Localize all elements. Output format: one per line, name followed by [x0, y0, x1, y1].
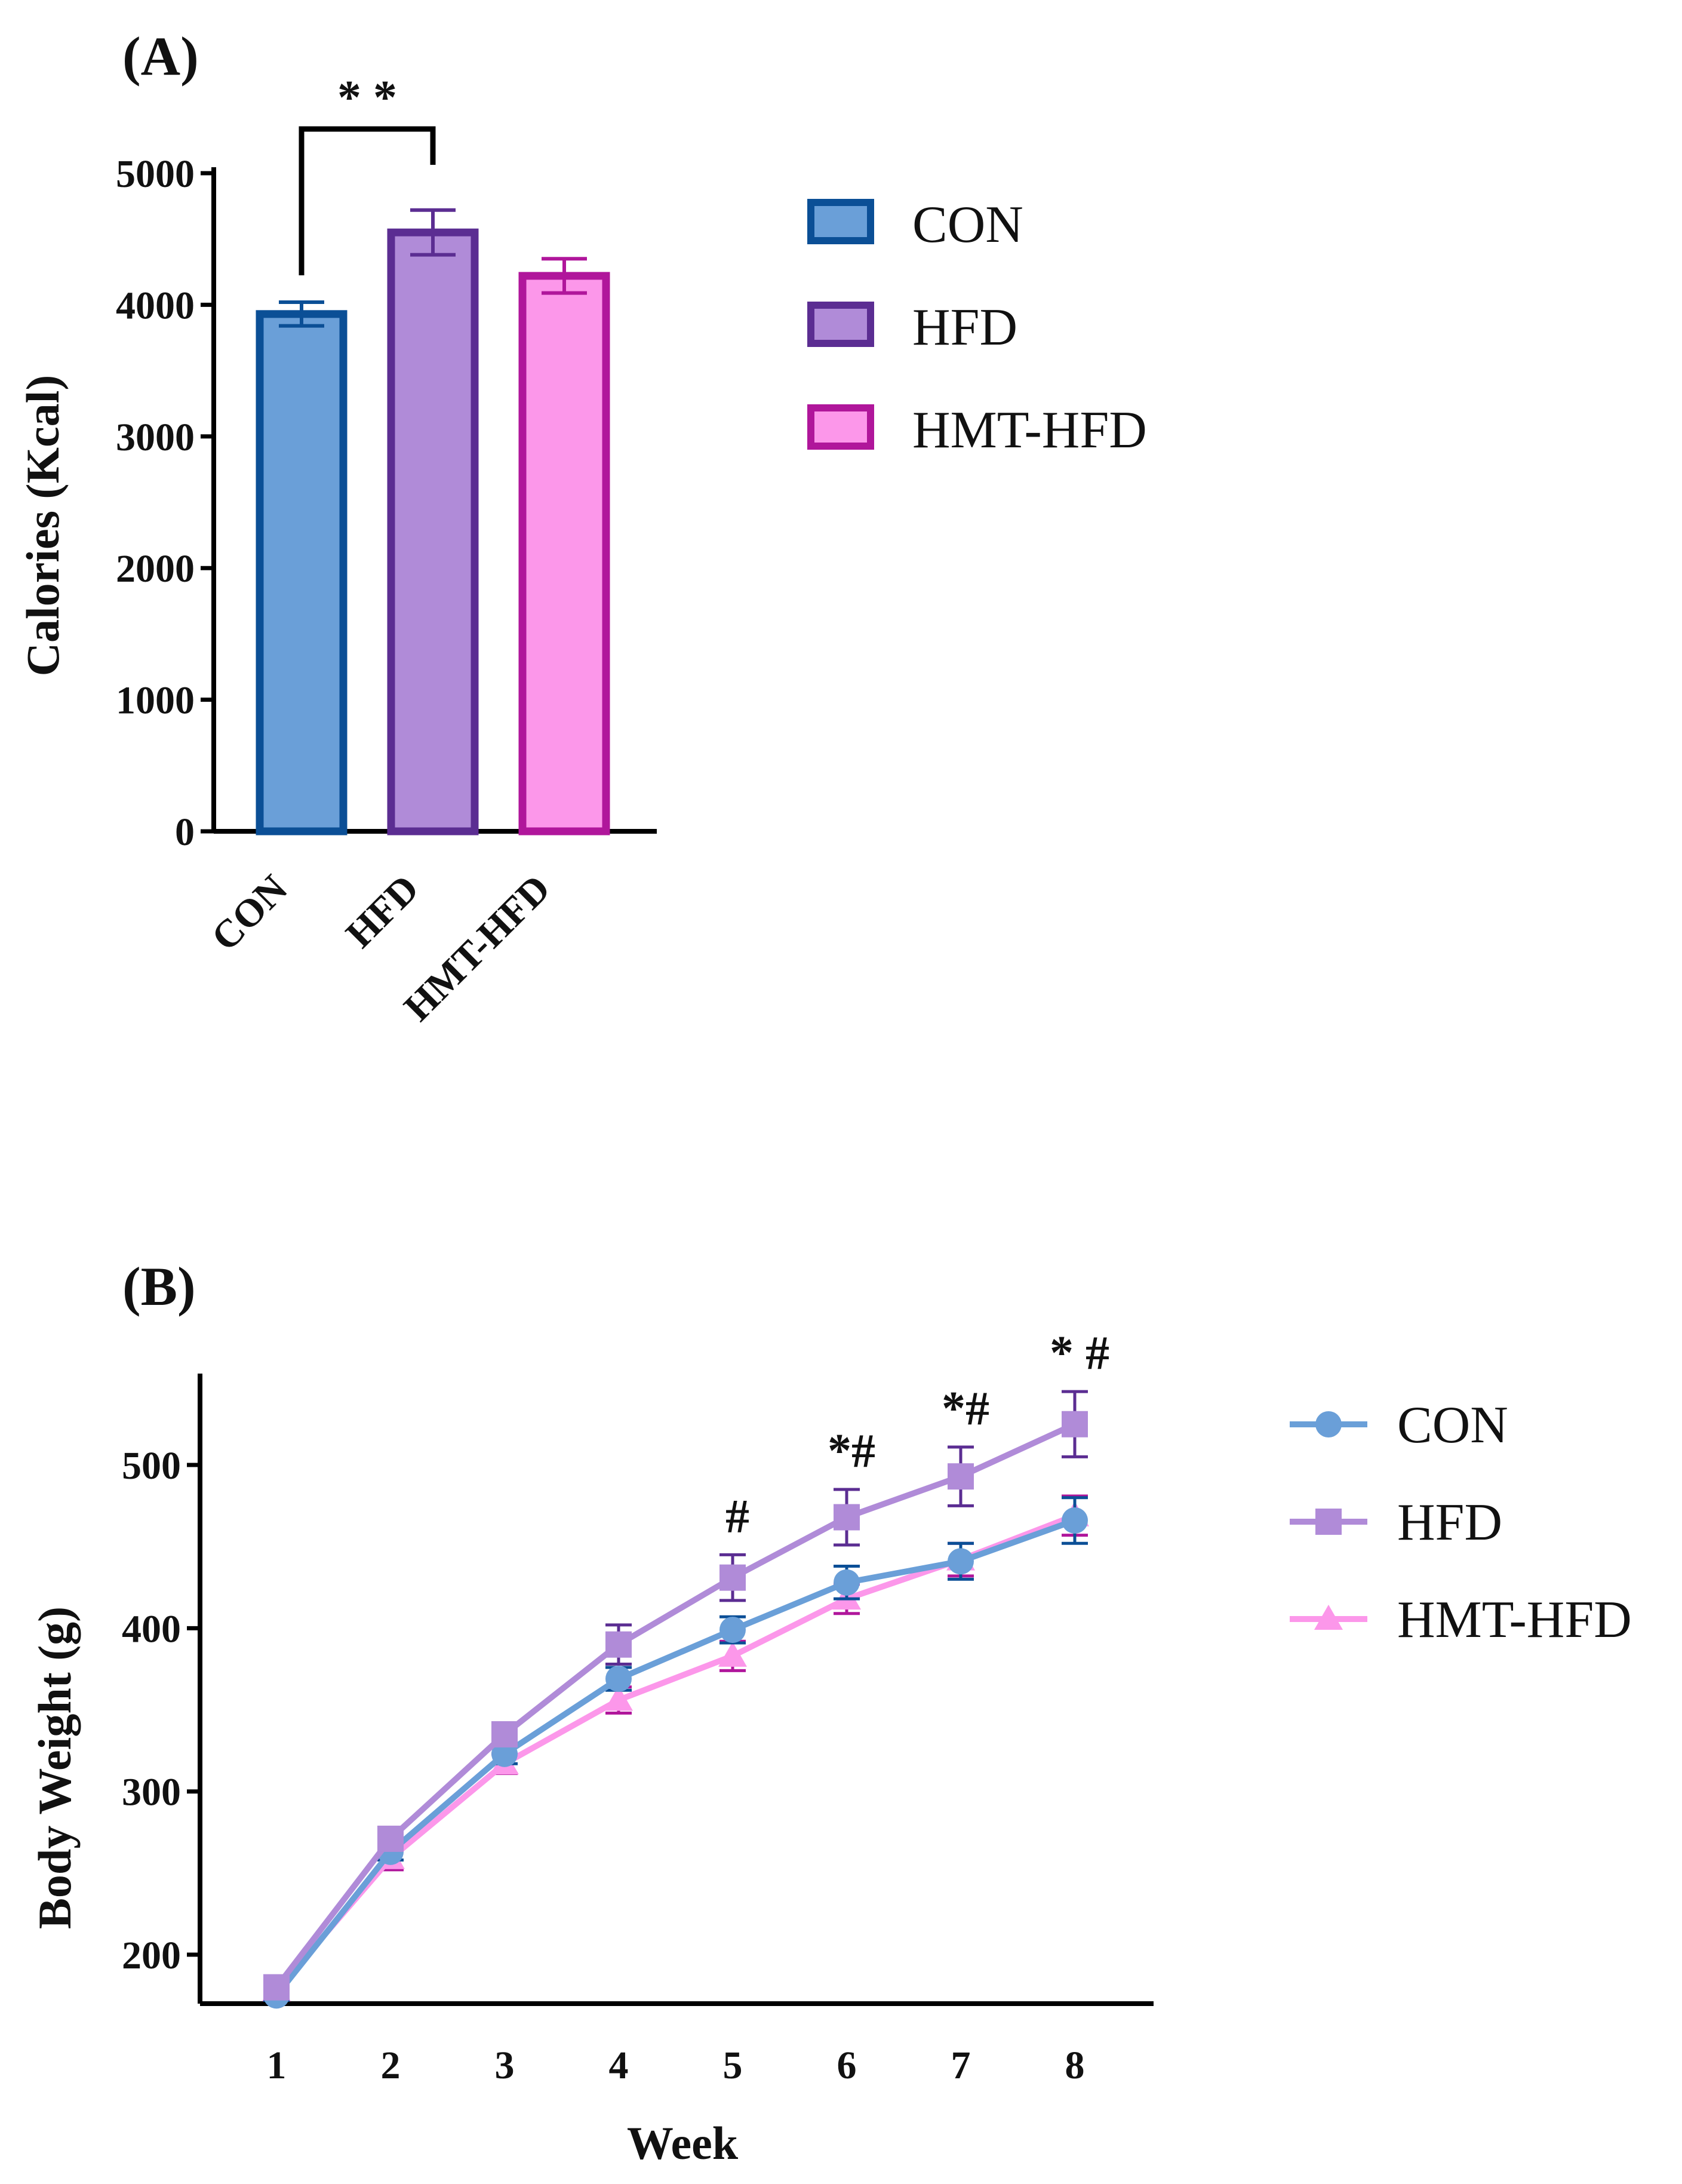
point-hfd [834, 1504, 860, 1531]
panel-b-axes: 200 300 400 500 1 2 3 4 5 6 7 8 [122, 1374, 1154, 2087]
series-line-hmt-hfd [274, 1513, 1076, 1993]
legend-marker-hmt-hfd [1314, 1605, 1343, 1630]
panel-a-label: (A) [122, 26, 199, 87]
point-hfd [377, 1825, 404, 1852]
legend-marker-hfd [1315, 1509, 1342, 1535]
panel-a-y-axis-title: Calories (Kcal) [17, 375, 69, 677]
x-tick-label: 3 [495, 2044, 515, 2087]
point-hfd [1062, 1411, 1088, 1437]
legend-swatch-con [807, 199, 874, 244]
panel-b-legend: CON HFD HMT-HFD [1290, 1396, 1632, 1649]
panel-a-legend: CON HFD HMT-HFD [807, 196, 1147, 459]
point-hmt-hfd [604, 1685, 633, 1711]
panel-b-line-chart: (B) Body Weight (g) Week 200 300 400 500 1 2 3… [29, 1256, 1632, 2169]
y-tick-label: 300 [122, 1771, 181, 1814]
panel-b-y-axis-title: Body Weight (g) [29, 1606, 81, 1929]
point-con [719, 1617, 746, 1644]
x-tick-label-con: CON [203, 867, 296, 959]
panel-b-annotations: # *# *# * # [725, 1327, 1109, 1543]
point-con [605, 1666, 632, 1692]
series-line-con [274, 1518, 1076, 1998]
panel-a-axes: 0 1000 2000 3000 4000 5000 [116, 152, 657, 854]
panel-b-x-axis-title: Week [627, 2117, 739, 2169]
y-tick-label: 2000 [116, 547, 195, 591]
x-tick-label: 1 [267, 2044, 287, 2087]
legend-label-hfd: HFD [912, 299, 1017, 357]
annotation-week-5: # [725, 1490, 749, 1543]
series-con [263, 1496, 1088, 2009]
significance-label: * * [337, 72, 397, 124]
y-tick-label: 200 [122, 1934, 181, 1977]
legend-label-hmt-hfd: HMT-HFD [912, 401, 1147, 459]
legend-swatch-hfd [807, 302, 874, 347]
series-hfd [263, 1390, 1088, 2001]
point-hfd [605, 1631, 632, 1658]
panel-a-significance-bracket: * * [299, 72, 436, 275]
legend-label-hmt-hfd: HMT-HFD [1397, 1591, 1632, 1649]
y-tick-label: 5000 [116, 152, 195, 196]
panel-b-series [262, 1390, 1089, 2009]
y-tick-label: 4000 [116, 284, 195, 327]
annotation-week-8: * # [1050, 1327, 1109, 1380]
y-tick-label: 500 [122, 1444, 181, 1488]
y-tick-label: 0 [175, 810, 195, 854]
y-tick-label: 400 [122, 1607, 181, 1651]
x-tick-label-hfd: HFD [337, 867, 427, 956]
annotation-week-6: *# [828, 1425, 875, 1477]
y-tick-label: 3000 [116, 416, 195, 459]
series-line-hfd [274, 1421, 1077, 1989]
panel-b-label: (B) [122, 1256, 196, 1317]
x-tick-label: 5 [723, 2044, 743, 2087]
legend-label-con: CON [912, 196, 1023, 254]
bar-con [256, 310, 348, 835]
point-con [834, 1569, 860, 1596]
x-tick-label: 6 [837, 2044, 857, 2087]
x-tick-label: 2 [381, 2044, 401, 2087]
annotation-week-7: *# [942, 1383, 989, 1435]
legend-swatch-hmt-hfd [807, 404, 874, 450]
point-hmt-hfd [718, 1641, 747, 1667]
y-tick-label: 1000 [116, 679, 195, 723]
x-tick-label: 8 [1065, 2044, 1085, 2087]
point-con [1062, 1507, 1088, 1534]
point-hfd [491, 1721, 518, 1748]
point-hfd [719, 1564, 746, 1591]
bar-hmt-hfd [518, 272, 610, 835]
bar-hfd [387, 228, 479, 835]
legend-marker-con [1315, 1411, 1342, 1437]
x-tick-label: 7 [951, 2044, 971, 2087]
panel-a-bar-chart: (A) Calories (Kcal) 0 1000 2000 3000 4000 500… [17, 26, 1147, 1030]
significance-bracket-line [299, 126, 436, 275]
point-hfd [263, 1974, 290, 2001]
legend-label-hfd: HFD [1397, 1494, 1502, 1552]
point-con [948, 1548, 974, 1575]
legend-label-con: CON [1397, 1396, 1508, 1454]
x-tick-label: 4 [609, 2044, 629, 2087]
point-hfd [948, 1463, 974, 1490]
